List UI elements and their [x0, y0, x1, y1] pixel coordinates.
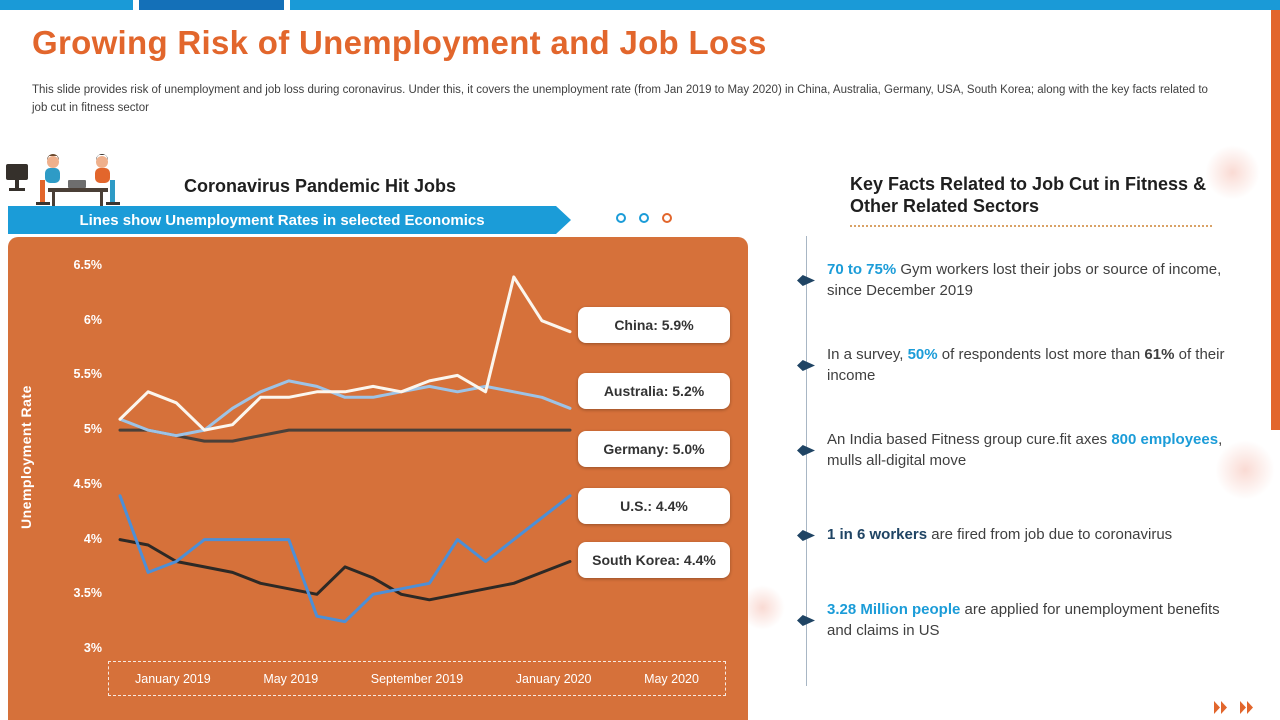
fact-segment: of their income: [827, 346, 1225, 384]
chart-banner: Lines show Unemployment Rates in selecte…: [8, 206, 571, 234]
fact-text: In a survey, 50% of respondents lost mor…: [827, 345, 1229, 386]
fact-highlight: 50%: [907, 346, 938, 364]
x-tick-label: January 2019: [135, 671, 211, 686]
fact-segment: are fired from job due to coronavirus: [927, 526, 1173, 544]
unemployment-chart-panel: Unemployment Rate 6.5% 6% 5.5% 5% 4.5% 4% 3.5%…: [8, 237, 748, 720]
fact-text: 1 in 6 workers are fired from job due to…: [827, 525, 1229, 545]
fact-item: 3.28 Million people are applied for unem…: [790, 578, 1242, 663]
y-tick-label: 5%: [83, 422, 102, 437]
decorative-blob: [1205, 145, 1260, 200]
chart-banner-label: Lines show Unemployment Rates in selecte…: [79, 211, 485, 229]
fact-segment: Gym workers lost their jobs or source of…: [827, 261, 1222, 299]
x-axis-labels-box: January 2019 May 2019 September 2019 Januar…: [108, 661, 726, 696]
series-label-germany: Germany: 5.0%: [578, 431, 730, 468]
fact-highlight: 800 employees: [1111, 431, 1219, 449]
y-tick-label: 6.5%: [73, 258, 103, 272]
right-accent-strip: [1271, 10, 1280, 430]
fact-segment: In a survey,: [827, 346, 908, 364]
x-tick-label: January 2020: [515, 671, 592, 686]
line-chart: [118, 275, 572, 624]
y-tick-label: 4.5%: [73, 476, 103, 491]
fact-segment: , mulls all-digital move: [827, 431, 1223, 469]
series-label-china: China: 5.9%: [578, 307, 730, 344]
page-title: Growing Risk of Unemployment and Job Los…: [32, 24, 767, 61]
fact-highlight: 1 in 6 workers: [827, 526, 928, 544]
topbar-segment: [290, 0, 1280, 10]
topbar-segment: [139, 0, 284, 10]
x-tick-label: September 2019: [370, 671, 464, 686]
slide-description: This slide provides risk of unemployment…: [32, 84, 1208, 114]
fact-segment: are applied for unemployment benefits an…: [827, 601, 1220, 639]
y-tick-label: 4%: [83, 531, 102, 546]
series-label-australia: Australia: 5.2%: [578, 373, 730, 410]
bullet-arrow-icon: [797, 275, 815, 286]
y-tick-label: 3%: [83, 641, 102, 655]
line-south-korea: [118, 538, 572, 602]
fact-item: 1 in 6 workers are fired from job due to…: [790, 493, 1242, 578]
line-china: [118, 275, 572, 432]
line-u-s-: [118, 494, 572, 624]
fact-text: 3.28 Million people are applied for unem…: [827, 600, 1229, 641]
series-label-south-korea: South Korea: 4.4%: [578, 542, 730, 579]
line-germany: [118, 428, 572, 443]
y-tick-label: 3.5%: [73, 586, 103, 601]
y-tick-label: 5.5%: [73, 367, 103, 382]
footer-icons: [1213, 700, 1254, 715]
fact-item: In a survey, 50% of respondents lost mor…: [790, 323, 1242, 408]
facts-connector-line: [806, 236, 807, 686]
fact-highlight: 61%: [1144, 346, 1175, 364]
fact-item: 70 to 75% Gym workers lost their jobs or…: [790, 238, 1242, 323]
workspace-illustration: [6, 150, 146, 215]
fact-segment: of respondents lost more than: [937, 346, 1145, 364]
bullet-arrow-icon: [797, 615, 815, 626]
bullet-arrow-icon: [797, 530, 815, 541]
y-axis-title: Unemployment Rate: [18, 385, 34, 529]
progress-dot-icon: [662, 213, 672, 223]
progress-dot-icon: [639, 213, 649, 223]
fact-text: An India based Fitness group cure.fit ax…: [827, 430, 1229, 471]
fact-item: An India based Fitness group cure.fit ax…: [790, 408, 1242, 493]
y-tick-label: 6%: [83, 312, 102, 327]
fact-highlight: 3.28 Million people: [827, 601, 961, 619]
fact-highlight: 70 to 75%: [827, 261, 897, 279]
bullet-arrow-icon: [797, 445, 815, 456]
progress-dots: [616, 213, 672, 223]
x-tick-label: May 2019: [263, 671, 319, 686]
fact-text: 70 to 75% Gym workers lost their jobs or…: [827, 260, 1229, 301]
x-tick-label: May 2020: [644, 671, 699, 686]
two-people-at-desk-icon: [6, 154, 120, 206]
fact-segment: An India based Fitness group cure.fit ax…: [827, 431, 1112, 449]
bullet-arrow-icon: [797, 360, 815, 371]
line-australia: [118, 379, 572, 438]
progress-dot-icon: [616, 213, 626, 223]
double-chevron-right-icon: [1240, 701, 1253, 714]
series-label-u-s-: U.S.: 4.4%: [578, 488, 730, 525]
key-facts-heading: Key Facts Related to Job Cut in Fitness …: [850, 174, 1212, 228]
key-facts-list: 70 to 75% Gym workers lost their jobs or…: [790, 236, 1242, 686]
double-chevron-right-icon: [1214, 701, 1227, 714]
topbar-segment: [0, 0, 133, 10]
chart-heading: Coronavirus Pandemic Hit Jobs: [183, 176, 457, 196]
